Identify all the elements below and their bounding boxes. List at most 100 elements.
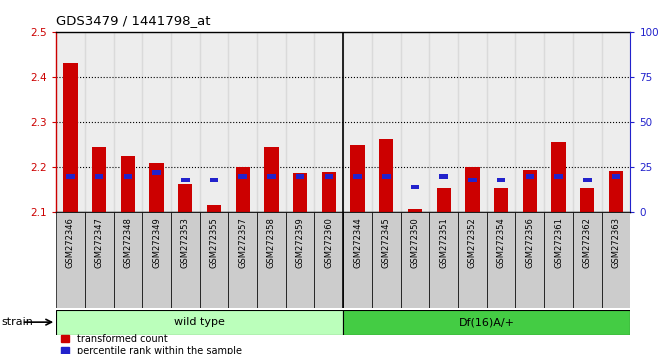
Bar	[149, 163, 164, 212]
FancyBboxPatch shape	[286, 212, 314, 308]
Bar	[350, 145, 365, 212]
FancyBboxPatch shape	[573, 212, 602, 308]
Bar	[602, 32, 630, 212]
Text: GSM272362: GSM272362	[583, 217, 592, 268]
Text: GSM272348: GSM272348	[123, 217, 133, 268]
Text: GSM272361: GSM272361	[554, 217, 563, 268]
Text: GSM272350: GSM272350	[411, 217, 420, 268]
Text: GSM272352: GSM272352	[468, 217, 477, 268]
FancyBboxPatch shape	[515, 212, 544, 308]
Bar	[544, 32, 573, 212]
Bar	[236, 167, 250, 212]
Bar	[497, 178, 506, 182]
Bar	[440, 174, 448, 178]
Bar	[465, 167, 480, 212]
Text: GSM272346: GSM272346	[66, 217, 75, 268]
Legend: transformed count, percentile rank within the sample: transformed count, percentile rank withi…	[61, 334, 242, 354]
Bar	[436, 188, 451, 212]
Text: GSM272344: GSM272344	[353, 217, 362, 268]
Bar	[56, 32, 84, 212]
FancyBboxPatch shape	[458, 212, 486, 308]
Text: GSM272358: GSM272358	[267, 217, 276, 268]
FancyBboxPatch shape	[56, 310, 343, 335]
Bar	[554, 174, 563, 178]
Text: Df(16)A/+: Df(16)A/+	[459, 317, 515, 327]
FancyBboxPatch shape	[602, 212, 630, 308]
Bar	[95, 174, 104, 178]
Bar	[379, 139, 393, 212]
FancyBboxPatch shape	[372, 212, 401, 308]
Bar	[314, 32, 343, 212]
FancyBboxPatch shape	[171, 212, 199, 308]
Text: GSM272347: GSM272347	[94, 217, 104, 268]
Bar	[325, 174, 333, 178]
Text: GSM272353: GSM272353	[181, 217, 190, 268]
Text: GSM272345: GSM272345	[381, 217, 391, 268]
FancyBboxPatch shape	[84, 212, 114, 308]
Bar	[114, 32, 143, 212]
FancyBboxPatch shape	[429, 212, 458, 308]
Bar	[296, 174, 304, 178]
Bar	[468, 178, 477, 182]
Bar	[84, 32, 114, 212]
Bar	[181, 178, 189, 182]
Bar	[121, 156, 135, 212]
Bar	[257, 32, 286, 212]
Bar	[609, 171, 623, 212]
Bar	[199, 32, 228, 212]
Bar	[210, 178, 218, 182]
FancyBboxPatch shape	[401, 212, 429, 308]
Bar	[494, 188, 508, 212]
Bar	[458, 32, 486, 212]
Bar	[171, 32, 199, 212]
Bar	[382, 174, 391, 178]
FancyBboxPatch shape	[199, 212, 228, 308]
Bar	[401, 32, 429, 212]
Bar	[178, 184, 193, 212]
Bar	[573, 32, 602, 212]
Bar	[580, 188, 595, 212]
Text: GSM272351: GSM272351	[439, 217, 448, 268]
Bar	[372, 32, 401, 212]
FancyBboxPatch shape	[544, 212, 573, 308]
Text: GSM272357: GSM272357	[238, 217, 248, 268]
Bar	[92, 147, 106, 212]
Bar	[525, 174, 534, 178]
Bar	[264, 147, 279, 212]
Bar	[583, 178, 591, 182]
Bar	[66, 174, 75, 178]
Bar	[267, 174, 276, 178]
Text: GSM272349: GSM272349	[152, 217, 161, 268]
FancyBboxPatch shape	[314, 212, 343, 308]
Bar	[286, 32, 314, 212]
Text: GSM272359: GSM272359	[296, 217, 305, 268]
FancyBboxPatch shape	[343, 310, 630, 335]
Text: GSM272356: GSM272356	[525, 217, 535, 268]
Bar	[152, 170, 161, 175]
Bar	[353, 174, 362, 178]
Bar	[143, 32, 171, 212]
Bar	[63, 63, 78, 212]
Bar	[343, 32, 372, 212]
FancyBboxPatch shape	[56, 212, 84, 308]
Bar	[123, 174, 132, 178]
Bar	[321, 172, 336, 212]
Bar	[238, 174, 247, 178]
Bar	[523, 170, 537, 212]
Text: GDS3479 / 1441798_at: GDS3479 / 1441798_at	[56, 14, 211, 27]
Text: GSM272354: GSM272354	[496, 217, 506, 268]
FancyBboxPatch shape	[143, 212, 171, 308]
Bar	[515, 32, 544, 212]
Bar	[293, 173, 308, 212]
FancyBboxPatch shape	[228, 212, 257, 308]
Bar	[408, 209, 422, 212]
FancyBboxPatch shape	[486, 212, 515, 308]
FancyBboxPatch shape	[257, 212, 286, 308]
Text: wild type: wild type	[174, 317, 225, 327]
Bar	[228, 32, 257, 212]
Bar	[612, 174, 620, 178]
Bar	[486, 32, 515, 212]
Text: strain: strain	[1, 317, 33, 327]
Text: GSM272360: GSM272360	[324, 217, 333, 268]
Bar	[429, 32, 458, 212]
